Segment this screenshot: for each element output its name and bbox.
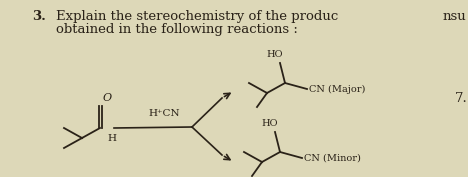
- Text: O: O: [103, 93, 112, 103]
- Text: 3.: 3.: [32, 10, 46, 23]
- Text: HO: HO: [267, 50, 283, 59]
- Text: H: H: [107, 134, 116, 143]
- Text: obtained in the following reactions :: obtained in the following reactions :: [56, 23, 298, 36]
- Text: HO: HO: [262, 119, 278, 128]
- Text: CN (Major): CN (Major): [309, 84, 366, 94]
- Text: 7.: 7.: [455, 92, 468, 105]
- Text: CN (Minor): CN (Minor): [304, 153, 361, 162]
- Text: Explain the stereochemistry of the produc: Explain the stereochemistry of the produ…: [56, 10, 338, 23]
- Text: nsu: nsu: [442, 10, 466, 23]
- Text: H⁺CN: H⁺CN: [148, 109, 180, 118]
